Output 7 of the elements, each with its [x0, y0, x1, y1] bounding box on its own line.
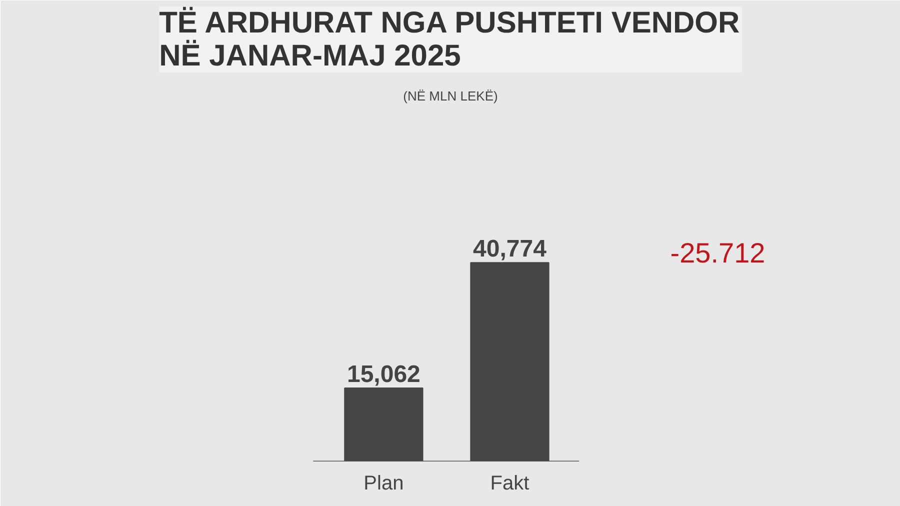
x-tick-label: Fakt [490, 472, 530, 494]
text: -25.712 [670, 238, 766, 269]
chart-subtitle: (NË MLN LEKË) [403, 88, 498, 104]
chart-title: TË ARDHURAT NGA PUSHTETI VENDOR NË JANAR-MAJ 2025 [159, 6, 740, 72]
data-label: 40,774 [473, 236, 548, 263]
x-tick-label: Plan [364, 472, 404, 494]
data-label: 15,062 [346, 361, 420, 388]
